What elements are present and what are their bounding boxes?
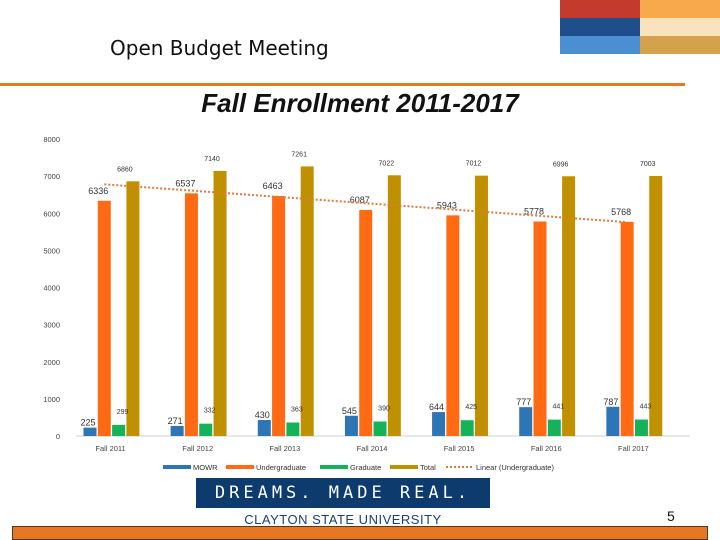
bar-mowr bbox=[170, 425, 184, 436]
data-label-total: 7012 bbox=[466, 161, 482, 168]
bar-undergraduate bbox=[533, 221, 547, 436]
y-tick-label: 8000 bbox=[43, 135, 60, 144]
data-label-graduate: 363 bbox=[291, 407, 303, 414]
legend-swatch-undergraduate bbox=[226, 465, 254, 469]
corner-block-red bbox=[560, 0, 640, 18]
trendline-undergraduate bbox=[104, 183, 628, 224]
data-label-mowr: 644 bbox=[429, 402, 444, 412]
bar-graduate bbox=[373, 421, 387, 436]
data-label-undergraduate: 6537 bbox=[175, 178, 195, 188]
legend-swatch-total bbox=[390, 465, 418, 469]
legend-swatch-mowr bbox=[163, 465, 191, 469]
data-label-total: 7022 bbox=[379, 160, 395, 167]
legend-label: Linear (Undergraduate) bbox=[476, 463, 554, 472]
bar-graduate bbox=[547, 419, 561, 436]
bar-undergraduate bbox=[272, 196, 286, 436]
corner-block-orange bbox=[640, 0, 720, 18]
data-label-graduate: 390 bbox=[378, 406, 390, 413]
bar-graduate bbox=[112, 424, 126, 436]
y-tick-label: 2000 bbox=[43, 358, 60, 367]
data-label-undergraduate: 5778 bbox=[524, 206, 544, 216]
footer-bar bbox=[12, 526, 708, 540]
bar-total bbox=[213, 170, 227, 437]
title-divider bbox=[0, 83, 685, 86]
bar-undergraduate bbox=[446, 215, 460, 436]
y-tick-label: 5000 bbox=[43, 246, 60, 255]
x-category-label: Fall 2011 bbox=[95, 444, 125, 453]
bar-total bbox=[562, 176, 576, 436]
data-label-mowr: 545 bbox=[342, 406, 357, 416]
y-tick-label: 6000 bbox=[43, 209, 60, 218]
corner-block-tan bbox=[640, 36, 720, 54]
data-label-undergraduate: 6087 bbox=[350, 195, 370, 205]
data-label-undergraduate: 6336 bbox=[88, 186, 108, 196]
bar-mowr bbox=[344, 415, 358, 436]
bar-graduate bbox=[460, 420, 474, 436]
corner-block-navy bbox=[560, 18, 640, 36]
bar-undergraduate bbox=[97, 200, 111, 436]
bar-graduate bbox=[199, 423, 213, 436]
corner-block-blue bbox=[560, 36, 640, 54]
data-label-graduate: 441 bbox=[552, 404, 564, 411]
data-label-undergraduate: 5943 bbox=[437, 200, 457, 210]
bar-undergraduate bbox=[184, 193, 198, 436]
bar-mowr bbox=[432, 412, 446, 436]
data-label-undergraduate: 5768 bbox=[611, 207, 631, 217]
legend-swatch-graduate bbox=[320, 465, 348, 469]
data-label-mowr: 777 bbox=[516, 397, 531, 407]
bar-mowr bbox=[519, 407, 533, 436]
dreams-made-real-logo: DREAMS. MADE REAL. bbox=[196, 478, 490, 508]
bar-total bbox=[474, 175, 488, 436]
x-category-label: Fall 2014 bbox=[357, 444, 388, 453]
y-tick-label: 0 bbox=[56, 432, 60, 441]
data-label-total: 7261 bbox=[291, 151, 307, 158]
bar-graduate bbox=[634, 419, 648, 436]
y-tick-label: 7000 bbox=[43, 172, 60, 181]
meeting-title: Open Budget Meeting bbox=[110, 36, 329, 60]
data-label-mowr: 225 bbox=[80, 418, 95, 428]
data-label-mowr: 271 bbox=[168, 416, 183, 426]
bar-undergraduate bbox=[359, 210, 373, 436]
x-category-label: Fall 2016 bbox=[531, 444, 562, 453]
bar-total bbox=[126, 181, 140, 436]
bar-mowr bbox=[257, 420, 271, 436]
bar-undergraduate bbox=[620, 221, 634, 436]
data-label-undergraduate: 6463 bbox=[263, 181, 283, 191]
legend-label: Graduate bbox=[350, 463, 381, 472]
chart-title: Fall Enrollment 2011-2017 bbox=[201, 88, 519, 118]
x-category-label: Fall 2012 bbox=[182, 444, 213, 453]
legend-label: MOWR bbox=[193, 463, 218, 472]
y-tick-label: 3000 bbox=[43, 321, 60, 330]
university-name: CLAYTON STATE UNIVERSITY bbox=[244, 512, 442, 527]
bar-mowr bbox=[606, 406, 620, 436]
x-category-label: Fall 2015 bbox=[444, 444, 475, 453]
bar-total bbox=[649, 176, 663, 437]
data-label-total: 6860 bbox=[117, 166, 133, 173]
data-label-total: 7140 bbox=[204, 156, 220, 163]
y-tick-label: 1000 bbox=[43, 395, 60, 404]
data-label-graduate: 299 bbox=[117, 409, 129, 416]
x-category-label: Fall 2017 bbox=[618, 444, 649, 453]
bar-total bbox=[300, 166, 314, 437]
corner-block-cream bbox=[640, 18, 720, 36]
data-label-mowr: 430 bbox=[255, 410, 270, 420]
enrollment-chart: 0 1000 2000 3000 4000 5000 6000 7000 8000 225 271 4… bbox=[43, 135, 690, 472]
bar-mowr bbox=[83, 427, 97, 436]
data-label-total: 7003 bbox=[640, 161, 656, 168]
data-label-graduate: 425 bbox=[465, 404, 477, 411]
bar-graduate bbox=[286, 422, 300, 436]
legend-label: Total bbox=[420, 463, 436, 472]
legend-label: Undergraduate bbox=[256, 463, 306, 472]
slide-number: 5 bbox=[667, 508, 675, 524]
data-label-graduate: 443 bbox=[640, 404, 652, 411]
bar-total bbox=[387, 175, 401, 437]
x-category-label: Fall 2013 bbox=[269, 444, 300, 453]
data-label-mowr: 787 bbox=[603, 397, 618, 407]
y-tick-label: 4000 bbox=[43, 284, 60, 293]
data-label-total: 6996 bbox=[553, 161, 569, 168]
data-label-graduate: 332 bbox=[204, 408, 216, 415]
